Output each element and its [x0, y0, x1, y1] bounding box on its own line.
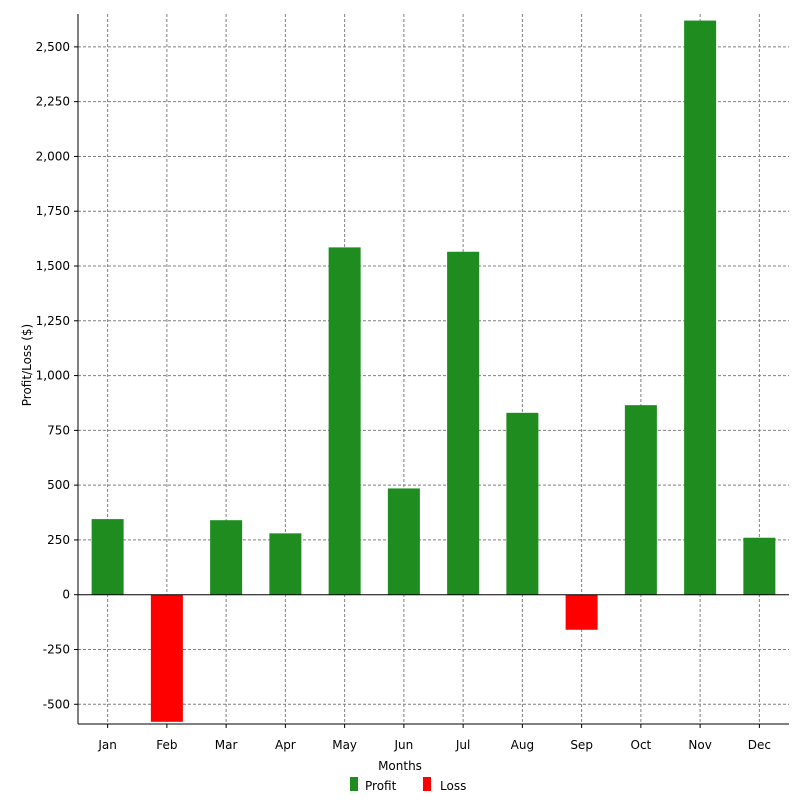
- legend-label-profit: Profit: [365, 779, 397, 793]
- x-tick-label: Feb: [156, 738, 177, 752]
- y-tick-label: 2,500: [36, 40, 70, 54]
- y-tick-labels: -500 -250 0 250 500 750 1,000 1,250 1,500 1,750 2,…: [36, 40, 70, 711]
- legend-swatch-loss: [423, 777, 431, 791]
- y-tick-label: 2,000: [36, 149, 70, 163]
- y-tick-label: 750: [47, 423, 70, 437]
- x-tick-label: Aug: [511, 738, 534, 752]
- axes: [74, 14, 789, 728]
- legend-label-loss: Loss: [440, 779, 466, 793]
- y-tick-label: 1,500: [36, 259, 70, 273]
- y-axis-title: Profit/Loss ($): [20, 324, 34, 406]
- bar-jan: [91, 519, 124, 595]
- grid: [78, 14, 789, 724]
- legend: Profit Loss: [350, 777, 466, 793]
- legend-swatch-profit: [350, 777, 358, 791]
- bar-may: [328, 247, 361, 595]
- x-tick-labels: Jan Feb Mar Apr May Jun Jul Aug Sep Oct Nov Dec: [97, 738, 771, 752]
- y-tick-label: 1,000: [36, 369, 70, 383]
- y-tick-label: 500: [47, 478, 70, 492]
- bar-mar: [210, 520, 243, 595]
- x-tick-label: Apr: [275, 738, 296, 752]
- y-tick-label: 250: [47, 533, 70, 547]
- y-tick-label: -250: [43, 642, 70, 656]
- x-tick-label: Dec: [748, 738, 771, 752]
- bar-aug: [506, 412, 539, 595]
- x-tick-label: May: [332, 738, 357, 752]
- bar-oct: [624, 405, 657, 595]
- bar-feb: [150, 594, 183, 722]
- y-tick-label: 1,750: [36, 204, 70, 218]
- x-tick-label: Jan: [97, 738, 117, 752]
- bar-nov: [684, 20, 717, 595]
- bar-jun: [387, 488, 420, 595]
- bar-dec: [743, 537, 776, 595]
- x-tick-label: Sep: [570, 738, 593, 752]
- y-tick-label: 0: [62, 588, 70, 602]
- bar-apr: [269, 533, 302, 595]
- bar-jul: [447, 251, 480, 595]
- x-tick-label: Oct: [631, 738, 652, 752]
- y-tick-label: 1,250: [36, 314, 70, 328]
- y-tick-label: -500: [43, 697, 70, 711]
- bars: [91, 20, 776, 722]
- x-axis-title: Months: [378, 759, 422, 773]
- x-tick-label: Nov: [688, 738, 711, 752]
- x-tick-label: Jun: [394, 738, 414, 752]
- y-tick-label: 2,250: [36, 95, 70, 109]
- x-tick-label: Jul: [455, 738, 470, 752]
- x-tick-label: Mar: [215, 738, 238, 752]
- bar-sep: [565, 594, 598, 630]
